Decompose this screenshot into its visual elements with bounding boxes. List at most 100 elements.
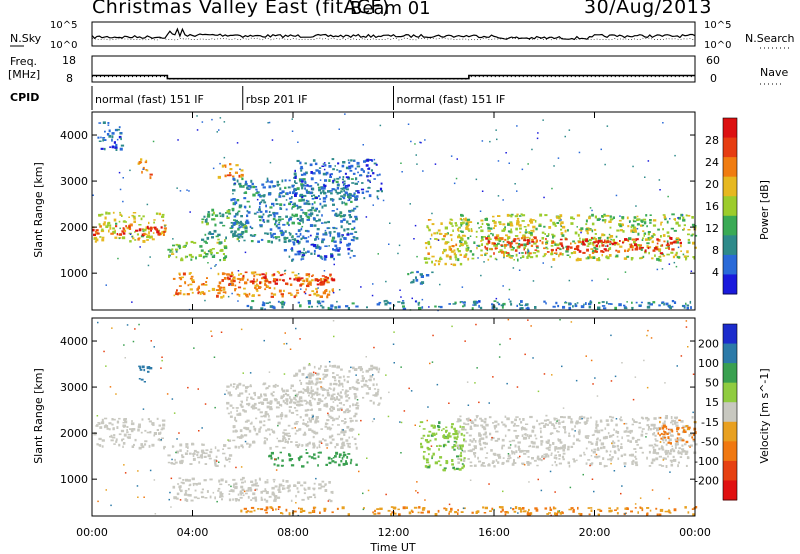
heatmap-noise-cell xyxy=(284,269,287,272)
heatmap-cell xyxy=(323,256,326,259)
heatmap-cell xyxy=(295,233,298,235)
heatmap-cell xyxy=(173,496,177,500)
heatmap-cell xyxy=(315,287,318,290)
heatmap-cell xyxy=(631,307,634,310)
heatmap-cell xyxy=(671,423,674,426)
heatmap-cell xyxy=(438,448,440,451)
heatmap-cell xyxy=(344,421,347,424)
heatmap-cell xyxy=(439,257,442,260)
heatmap-noise-cell xyxy=(327,412,329,415)
heatmap-cell xyxy=(640,246,644,249)
heatmap-cell xyxy=(128,232,132,235)
heatmap-cell xyxy=(665,465,668,468)
heatmap-cell xyxy=(673,229,677,232)
heatmap-noise-cell xyxy=(177,139,179,141)
heatmap-cell xyxy=(557,447,561,450)
heatmap-cell xyxy=(374,509,376,513)
heatmap-cell xyxy=(505,460,510,463)
heatmap-cell xyxy=(451,245,455,247)
heatmap-noise-cell xyxy=(519,455,521,458)
heatmap-cell xyxy=(565,250,569,253)
heatmap-cell xyxy=(328,165,332,168)
heatmap-cell xyxy=(503,254,505,258)
heatmap-cell xyxy=(596,258,599,262)
heatmap-noise-cell xyxy=(231,292,233,295)
heatmap-cell xyxy=(347,444,350,448)
heatmap-cell xyxy=(467,417,470,421)
heatmap-noise-cell xyxy=(624,271,627,273)
heatmap-cell xyxy=(508,253,510,256)
heatmap-cell xyxy=(342,385,344,388)
heatmap-cell xyxy=(332,226,335,229)
heatmap-cell xyxy=(213,229,217,233)
heatmap-noise-cell xyxy=(105,365,107,367)
freq-panel-frame xyxy=(91,55,696,83)
heatmap-cell xyxy=(459,425,462,428)
heatmap-cell xyxy=(550,240,553,243)
heatmap-cell xyxy=(588,229,592,231)
heatmap-noise-cell xyxy=(186,189,188,191)
heatmap-cell xyxy=(559,238,563,241)
heatmap-cell xyxy=(549,506,551,509)
heatmap-cell xyxy=(687,511,690,514)
heatmap-cell xyxy=(633,419,635,422)
heatmap-noise-cell xyxy=(116,138,119,141)
heatmap-cell xyxy=(341,164,345,168)
heatmap-cell xyxy=(435,432,438,435)
heatmap-cell xyxy=(247,487,250,491)
heatmap-cell xyxy=(348,166,352,170)
heatmap-cell xyxy=(211,287,216,291)
heatmap-cell xyxy=(471,511,474,514)
heatmap-cell xyxy=(617,439,620,442)
heatmap-cell xyxy=(640,248,643,251)
heatmap-cell xyxy=(530,220,534,224)
heatmap-cell xyxy=(341,187,344,191)
heatmap-cell xyxy=(507,458,510,460)
heatmap-cell xyxy=(652,428,655,430)
heatmap-cell xyxy=(269,433,271,436)
heatmap-cell xyxy=(288,202,292,206)
heatmap-cell xyxy=(305,288,307,291)
heatmap-cell xyxy=(453,427,456,431)
heatmap-cell xyxy=(137,428,140,432)
heatmap-cell xyxy=(619,240,621,242)
heatmap-cell xyxy=(453,444,456,448)
heatmap-cell xyxy=(583,416,586,419)
heatmap-noise-cell xyxy=(424,139,426,141)
heatmap-cell xyxy=(527,463,530,466)
heatmap-noise-cell xyxy=(321,258,323,260)
heatmap-noise-cell xyxy=(560,219,562,221)
heatmap-cell xyxy=(138,378,141,380)
heatmap-noise-cell xyxy=(502,199,504,201)
heatmap-cell xyxy=(264,412,266,415)
heatmap-cell xyxy=(131,428,136,431)
heatmap-cell xyxy=(520,508,522,511)
heatmap-cell xyxy=(606,256,610,260)
heatmap-cell xyxy=(462,221,465,224)
heatmap-cell xyxy=(143,368,146,372)
heatmap-cell xyxy=(186,499,189,502)
heatmap-cell xyxy=(313,506,317,509)
heatmap-cell xyxy=(445,254,449,258)
heatmap-cell xyxy=(604,465,608,467)
heatmap-cell xyxy=(303,280,306,283)
heatmap-cell xyxy=(310,305,313,308)
heatmap-noise-cell xyxy=(278,183,281,186)
heatmap-cell xyxy=(402,305,405,308)
heatmap-cell xyxy=(346,220,349,224)
heatmap-noise-cell xyxy=(312,371,315,374)
heatmap-cell xyxy=(420,275,424,278)
heatmap-cell xyxy=(223,445,226,447)
heatmap-cell xyxy=(178,485,182,489)
colorbar-tick-label: 16 xyxy=(705,200,719,213)
heatmap-cell xyxy=(501,250,504,254)
heatmap-cell xyxy=(623,430,627,433)
heatmap-noise-cell xyxy=(503,256,505,259)
heatmap-cell xyxy=(367,168,370,170)
heatmap-cell xyxy=(323,388,327,391)
heatmap-cell xyxy=(545,440,548,444)
heatmap-cell xyxy=(157,438,160,441)
heatmap-noise-cell xyxy=(499,343,501,346)
heatmap-cell xyxy=(320,428,323,430)
heatmap-noise-cell xyxy=(662,122,664,124)
